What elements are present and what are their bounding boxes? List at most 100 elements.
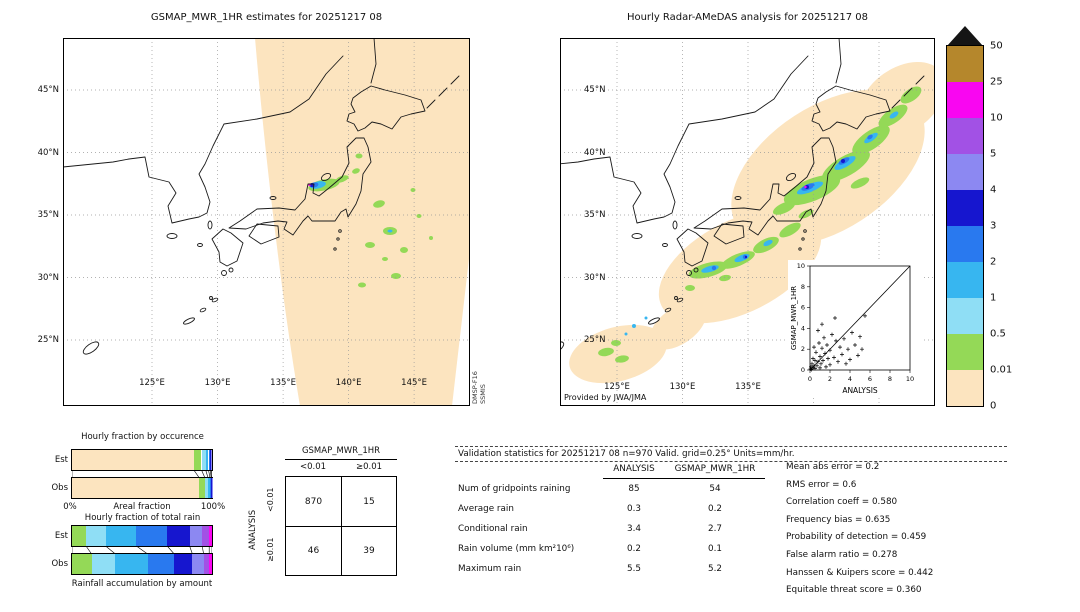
lat-tick-label: 25°N [584,335,606,345]
identity-line [809,265,911,371]
inset-y-tick-label: 0 [801,366,805,374]
stats-header: Validation statistics for 20251217 08 n=… [458,449,795,459]
lon-tick-label: 135°E [270,378,297,388]
stat-analysis-value: 5.5 [627,564,641,574]
bar-segment [201,450,206,470]
bar-segment [205,478,209,498]
inset-xlabel: ANALYSIS [842,386,878,395]
stat-analysis-value: 0.3 [627,504,641,514]
stat-label: Num of gridpoints raining [458,484,571,494]
bar-segment [192,554,204,574]
stat-label: Maximum rain [458,564,522,574]
contingency-row-label-2: ≥0.01 [266,537,275,562]
inset-x-tick-label: 2 [828,375,832,383]
bar-segment [205,450,209,470]
totalrain-est-label: Est [54,531,68,541]
stat-gsmap-value: 0.1 [708,544,722,554]
sensor-id-annotation: SSMIS [479,384,487,404]
scatter-points [808,313,867,372]
lon-tick-label: 130°E [669,382,696,392]
contingency-table: 870 15 46 39 [285,476,397,576]
inset-x-tick-label: 8 [888,375,892,383]
colorbar-tick-label: 1 [990,292,997,304]
contingency-cell-hit: 39 [363,546,375,556]
stat-label: Conditional rain [458,524,528,534]
stat-analysis-value: 3.4 [627,524,641,534]
score-row: Probability of detection = 0.459 [786,532,927,543]
stacked-bar-obs [71,553,213,575]
bar-segment [136,526,168,546]
gsmap-estimate-map [63,38,470,406]
lon-tick-label: 125°E [604,382,630,392]
colorbar-tick-label: 25 [990,76,1003,88]
colorbar-tick-label: 0 [990,400,997,412]
occurrence-obs-label: Obs [51,483,68,493]
fence-connector [189,546,193,554]
colorbar-tick-label: 10 [990,112,1003,124]
stats-header-row: ANALYSIS GSMAP_MWR_1HR [458,464,780,479]
stacked-bar-est [71,525,213,547]
colorbar-overflow-triangle [947,26,983,46]
score-row: Frequency bias = 0.635 [786,514,891,525]
bar-segment [174,554,193,574]
bar-segment [193,450,202,470]
satellite-id-annotation: DMSP-F16 [471,371,479,404]
colorbar-band [947,298,983,334]
colorbar [946,45,984,407]
bar-segment [203,554,210,574]
inset-y-tick-label: 8 [801,283,805,291]
bar-segment [199,478,205,498]
lat-tick-label: 35°N [37,210,59,220]
lat-tick-label: 25°N [37,335,59,345]
colorbar-tick-label: 3 [990,220,997,232]
contingency-cell-miss: 46 [286,526,342,576]
stat-gsmap-value: 0.2 [708,504,722,514]
stat-analysis-value: 0.2 [627,544,641,554]
lon-tick-label: 130°E [204,378,231,388]
colorbar-band [947,370,983,406]
stat-gsmap-value: 54 [709,484,721,494]
score-row: Correlation coeff = 0.580 [786,497,898,508]
colorbar-tick-label: 50 [990,40,1003,52]
contingency-col-header-2: ≥0.01 [355,462,383,472]
totalrain-chart-title: Hourly fraction of total rain [84,513,201,523]
gsmap-map-title: GSMAP_MWR_1HR estimates for 20251217 08 [150,12,383,23]
fence-connector [208,470,211,478]
lon-tick-label: 145°E [401,378,428,388]
lon-tick-label: 135°E [735,382,761,392]
colorbar-band [947,226,983,262]
lat-tick-label: 45°N [584,85,606,95]
radar-precip-cells [569,61,935,384]
bar-segment [115,554,148,574]
inset-x-tick-label: 6 [868,375,872,383]
colorbar-tick-label: 5 [990,148,997,160]
fence-connector [201,546,204,554]
contingency-title: GSMAP_MWR_1HR [285,446,397,460]
stats-row: Conditional rain 3.4 2.7 [458,519,780,539]
colorbar-tick-label: 0.01 [990,364,1013,376]
colorbar-band [947,334,983,370]
radar-amedas-map [560,38,935,406]
score-row: Mean abs error = 0.2 [786,462,880,472]
contingency-row-axis: ANALYSIS [248,509,258,550]
lat-tick-label: 45°N [37,85,59,95]
fence-connector [166,546,175,554]
lat-tick-label: 30°N [37,272,59,283]
colorbar-band [947,118,983,154]
stat-analysis-value: 85 [628,484,640,494]
gsmap-precip-cells [308,153,433,288]
bar-segment [208,478,211,498]
inset-x-tick-label: 0 [808,375,812,383]
bar-segment [72,450,194,470]
scatter-inset: 0 2 4 6 8 10 0 2 4 6 8 10 ANALYSIS GSMAP_MWR_1HR [788,260,923,396]
inset-x-tick-label: 4 [848,375,852,383]
bar-segment [147,554,175,574]
stat-label: Rain volume (mm km²10⁶) [458,544,575,554]
bar-segment [72,526,86,546]
bar-segment [209,554,212,574]
fence-connector [210,470,212,478]
lat-tick-label: 35°N [584,210,606,220]
fence-connector [193,470,200,478]
inset-ylabel: GSMAP_MWR_1HR [790,286,798,350]
totalrain-xlabel: Rainfall accumulation by amount [71,579,213,589]
